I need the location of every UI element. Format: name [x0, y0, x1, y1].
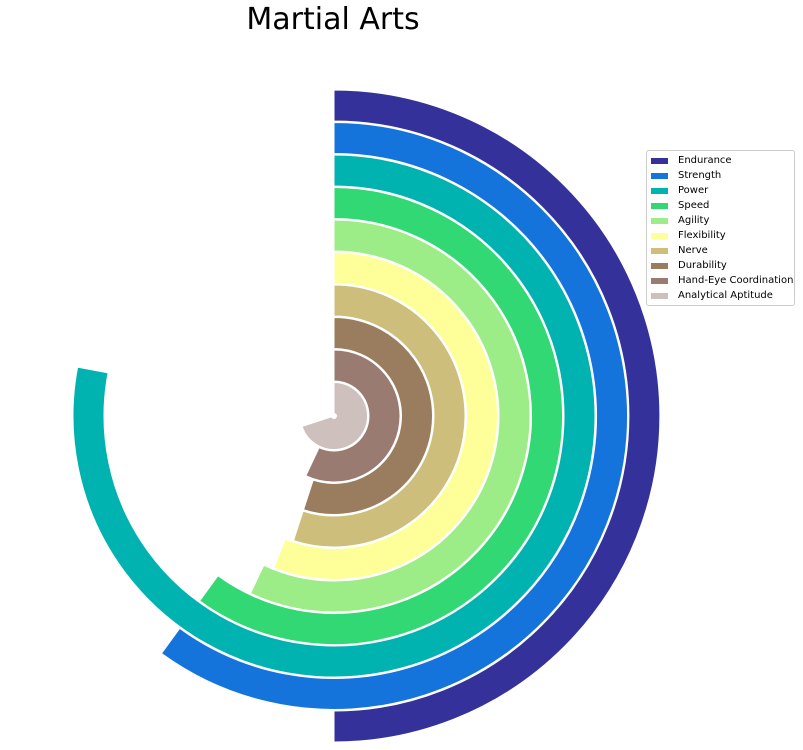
legend-label: Strength: [678, 170, 722, 181]
legend-swatch: [651, 292, 668, 299]
legend-label: Analytical Aptitude: [678, 290, 773, 301]
legend-label: Endurance: [678, 155, 732, 166]
legend-item: Strength: [647, 168, 794, 183]
legend-label: Power: [678, 185, 709, 196]
legend-label: Speed: [678, 200, 710, 211]
legend-swatch: [651, 202, 668, 209]
bar-durability: [302, 316, 433, 515]
legend-item: Speed: [647, 198, 794, 213]
legend-swatch: [651, 262, 668, 269]
bar-agility: [249, 219, 531, 613]
legend-item: Hand-Eye Coordination: [647, 273, 794, 288]
legend-label: Nerve: [678, 245, 708, 256]
legend-item: Nerve: [647, 243, 794, 258]
chart-title: Martial Arts: [246, 2, 420, 37]
bar-strength: [160, 121, 628, 710]
bar-power: [72, 154, 596, 678]
legend-label: Hand-Eye Coordination: [678, 275, 794, 286]
legend-item: Analytical Aptitude: [647, 288, 794, 303]
legend-item: Flexibility: [647, 228, 794, 243]
legend-item: Durability: [647, 258, 794, 273]
legend-swatch: [651, 157, 668, 164]
legend-item: Agility: [647, 213, 794, 228]
legend-label: Flexibility: [678, 230, 726, 241]
legend-swatch: [651, 277, 668, 284]
legend-swatch: [651, 217, 668, 224]
bar-speed: [198, 186, 563, 645]
legend-swatch: [651, 187, 668, 194]
legend-swatch: [651, 232, 668, 239]
bar-nerve: [292, 284, 466, 548]
legend-item: Endurance: [647, 153, 794, 168]
bar-flexibility: [273, 251, 498, 580]
legend-label: Durability: [678, 260, 727, 271]
bar-hand-eye-coordination: [305, 349, 401, 483]
legend-swatch: [651, 172, 668, 179]
legend-swatch: [651, 247, 668, 254]
legend-label: Agility: [678, 215, 710, 226]
legend: Endurance Strength Power Speed Agility Flexib…: [646, 150, 795, 306]
bar-analytical-aptitude: [301, 381, 368, 450]
bar-endurance: [333, 89, 661, 743]
legend-item: Power: [647, 183, 794, 198]
